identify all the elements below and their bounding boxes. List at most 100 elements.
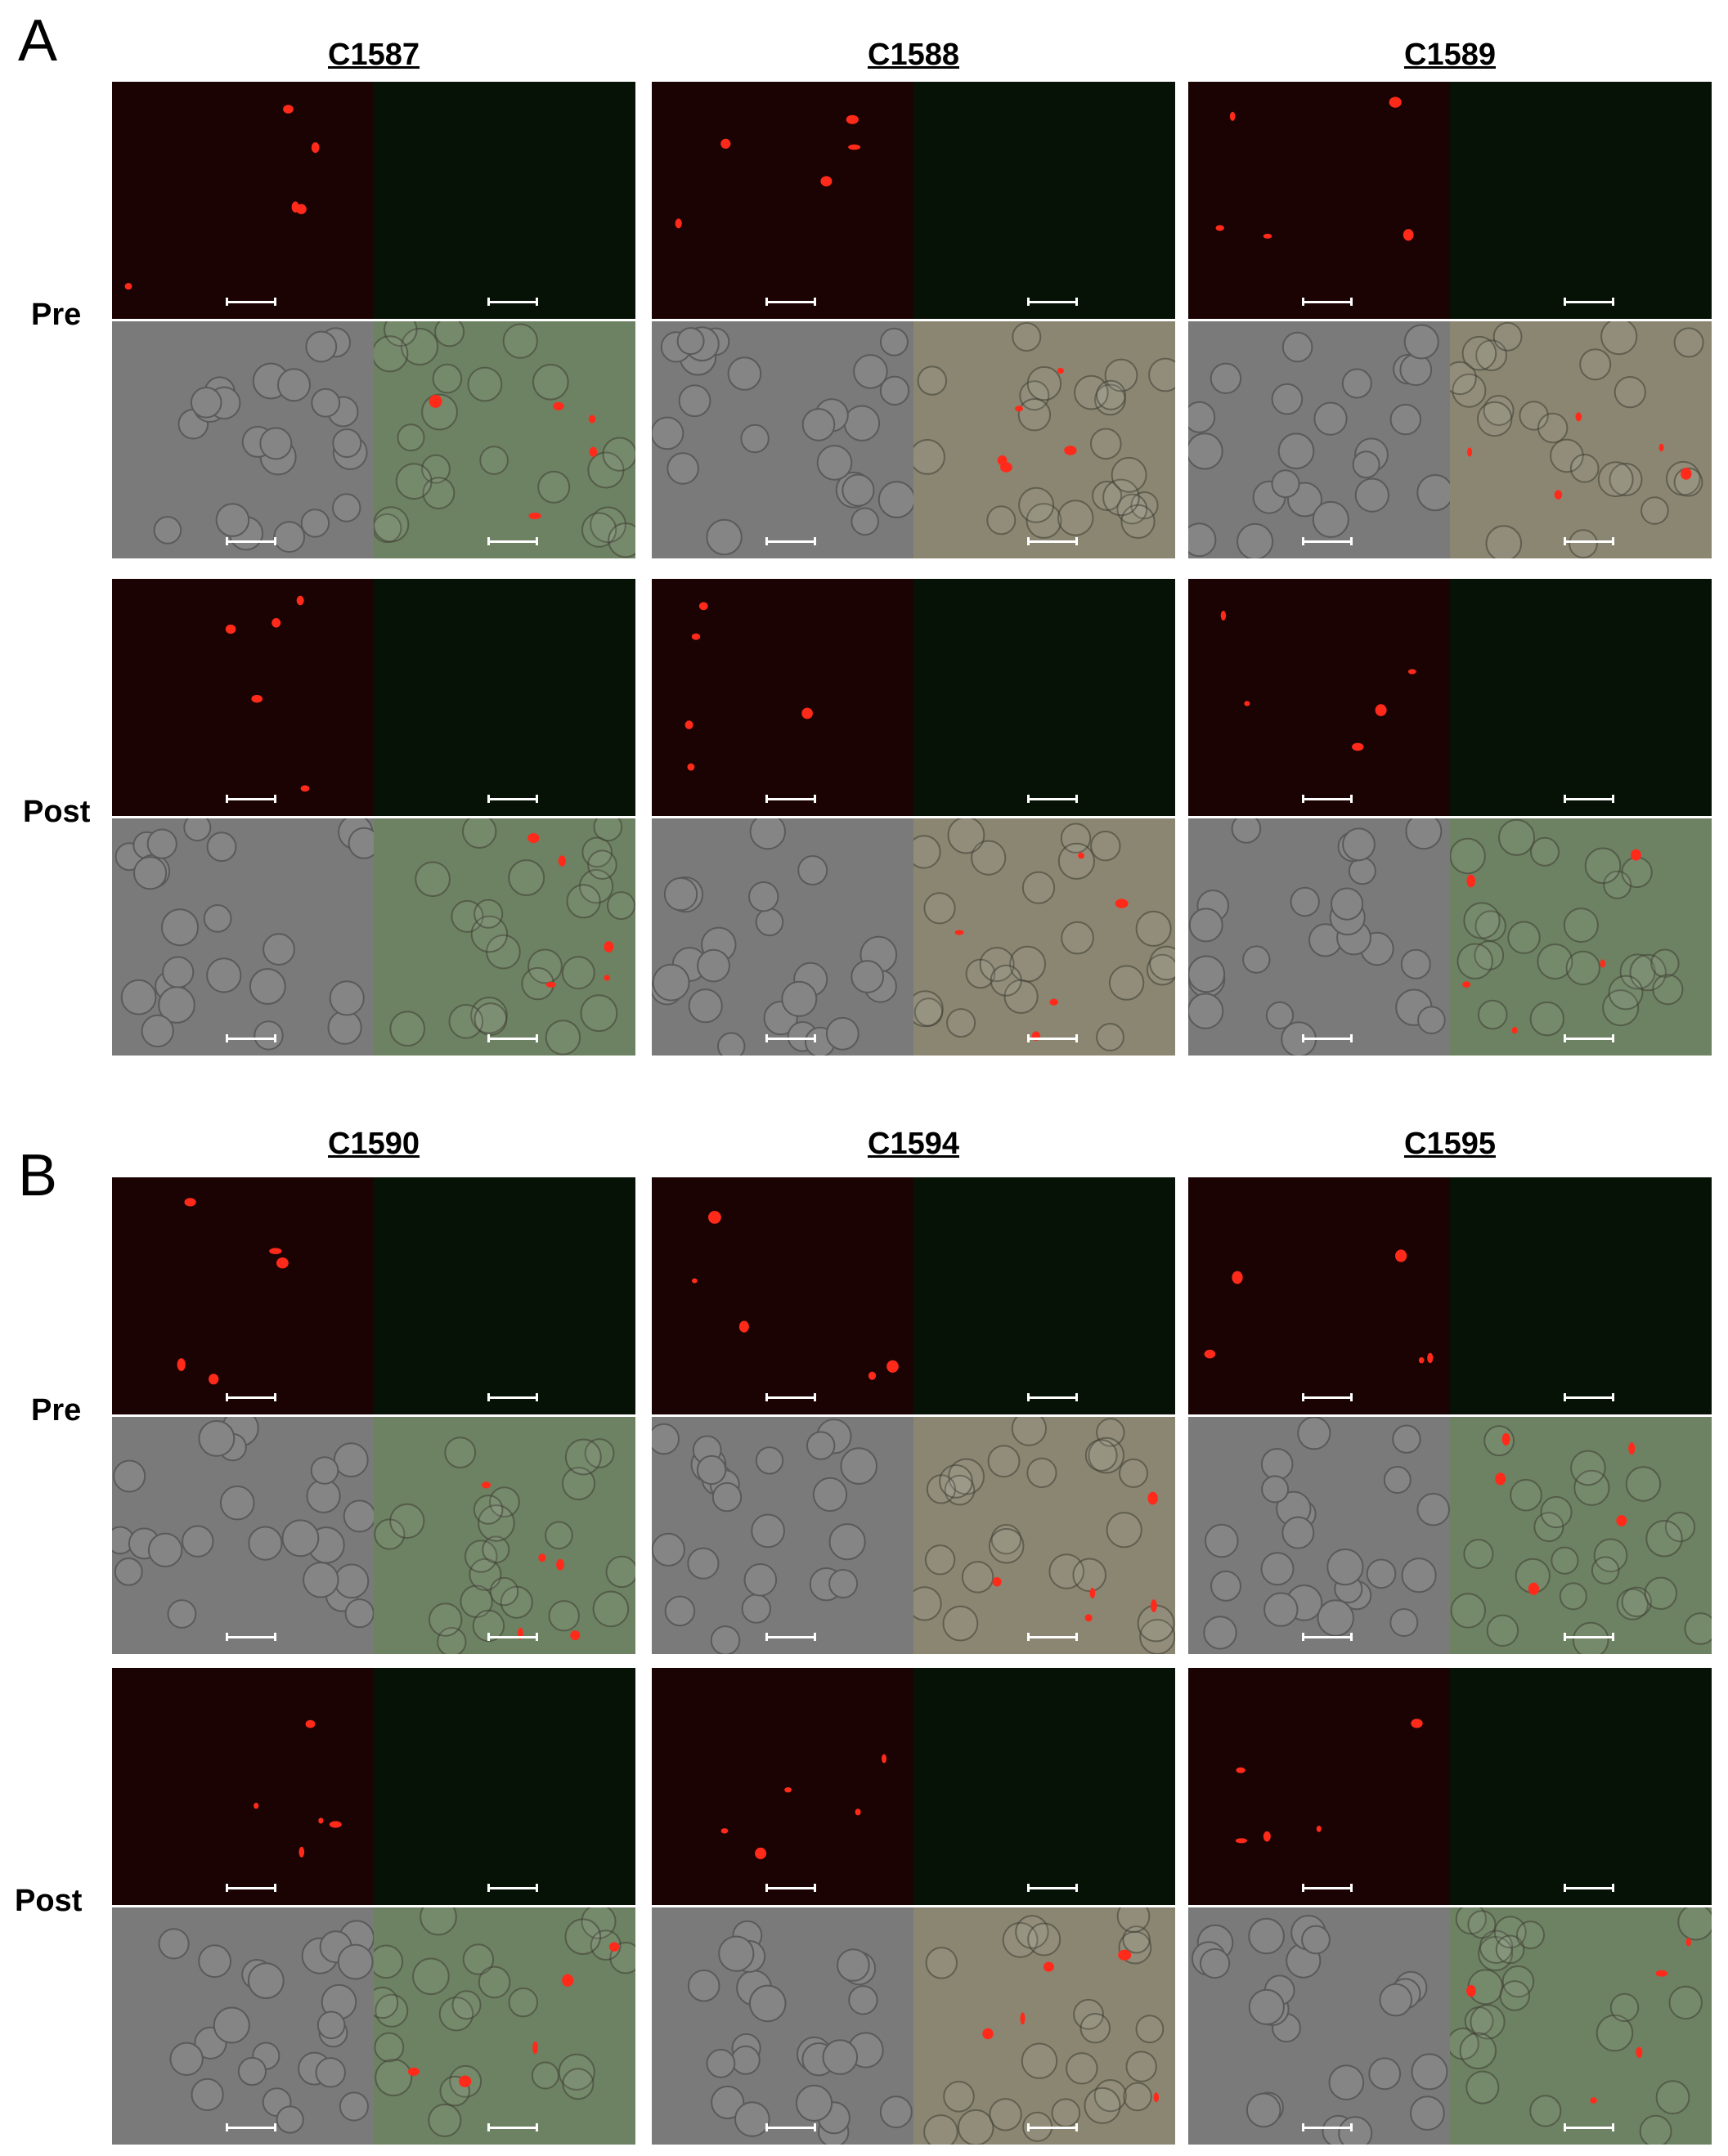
green-channel-image bbox=[1450, 82, 1712, 319]
scale-bar bbox=[1302, 1884, 1353, 1892]
row-label-pre: Pre bbox=[31, 298, 82, 332]
green-channel-image bbox=[374, 579, 635, 816]
scale-bar bbox=[487, 298, 538, 306]
row-label-pre: Pre bbox=[31, 1393, 82, 1428]
scale-bar bbox=[226, 537, 276, 545]
scale-bar bbox=[1564, 795, 1614, 803]
brightfield-image bbox=[652, 1907, 913, 2145]
red-channel-image bbox=[112, 1668, 374, 1905]
green-channel-image bbox=[913, 579, 1175, 816]
red-channel-image bbox=[652, 1668, 913, 1905]
scale-bar bbox=[765, 298, 816, 306]
red-channel-image bbox=[1188, 1177, 1450, 1414]
green-channel-image bbox=[374, 1177, 635, 1414]
scale-bar bbox=[487, 1034, 538, 1042]
merged-image bbox=[1450, 1417, 1712, 1654]
sample-title: C1590 bbox=[328, 1127, 420, 1161]
scale-bar bbox=[1027, 2123, 1078, 2131]
green-channel-image bbox=[374, 1668, 635, 1905]
red-channel-image bbox=[1188, 82, 1450, 319]
scale-bar bbox=[765, 537, 816, 545]
scale-bar bbox=[487, 1393, 538, 1401]
brightfield-image bbox=[112, 1907, 374, 2145]
scale-bar bbox=[1027, 1034, 1078, 1042]
brightfield-image bbox=[652, 818, 913, 1056]
sample-title: C1594 bbox=[868, 1127, 959, 1161]
scale-bar bbox=[1027, 537, 1078, 545]
scale-bar bbox=[226, 298, 276, 306]
row-label-post: Post bbox=[15, 1884, 83, 1918]
scale-bar bbox=[1302, 1034, 1353, 1042]
green-channel-image bbox=[374, 82, 635, 319]
red-channel-image bbox=[112, 82, 374, 319]
scale-bar bbox=[765, 1034, 816, 1042]
scale-bar bbox=[765, 795, 816, 803]
merged-image bbox=[913, 1907, 1175, 2145]
panel-letter: A bbox=[18, 8, 58, 74]
scale-bar bbox=[1564, 2123, 1614, 2131]
scale-bar bbox=[1564, 1393, 1614, 1401]
merged-image bbox=[374, 1907, 635, 2145]
scale-bar bbox=[226, 1034, 276, 1042]
panel-letter: B bbox=[18, 1143, 58, 1208]
sample-title: C1589 bbox=[1404, 38, 1496, 72]
scale-bar bbox=[1564, 1034, 1614, 1042]
brightfield-image bbox=[1188, 1907, 1450, 2145]
merged-image bbox=[913, 818, 1175, 1056]
merged-image bbox=[374, 1417, 635, 1654]
green-channel-image bbox=[1450, 1177, 1712, 1414]
scale-bar bbox=[1027, 1393, 1078, 1401]
red-channel-image bbox=[652, 579, 913, 816]
scale-bar bbox=[1302, 537, 1353, 545]
scale-bar bbox=[487, 537, 538, 545]
scale-bar bbox=[226, 1884, 276, 1892]
scale-bar bbox=[487, 795, 538, 803]
merged-image bbox=[1450, 321, 1712, 558]
brightfield-image bbox=[112, 321, 374, 558]
sample-title: C1587 bbox=[328, 38, 420, 72]
scale-bar bbox=[487, 2123, 538, 2131]
red-channel-image bbox=[112, 1177, 374, 1414]
merged-image bbox=[1450, 1907, 1712, 2145]
row-label-post: Post bbox=[23, 795, 91, 829]
green-channel-image bbox=[1450, 1668, 1712, 1905]
scale-bar bbox=[1564, 1884, 1614, 1892]
brightfield-image bbox=[1188, 321, 1450, 558]
brightfield-image bbox=[1188, 818, 1450, 1056]
red-channel-image bbox=[652, 1177, 913, 1414]
green-channel-image bbox=[913, 1668, 1175, 1905]
sample-title: C1595 bbox=[1404, 1127, 1496, 1161]
scale-bar bbox=[226, 1393, 276, 1401]
scale-bar bbox=[487, 1633, 538, 1641]
brightfield-image bbox=[112, 1417, 374, 1654]
scale-bar bbox=[765, 2123, 816, 2131]
merged-image bbox=[1450, 818, 1712, 1056]
scale-bar bbox=[1302, 2123, 1353, 2131]
scale-bar bbox=[1027, 1884, 1078, 1892]
scale-bar bbox=[226, 795, 276, 803]
scale-bar bbox=[1027, 1633, 1078, 1641]
brightfield-image bbox=[1188, 1417, 1450, 1654]
merged-image bbox=[913, 321, 1175, 558]
red-channel-image bbox=[1188, 579, 1450, 816]
brightfield-image bbox=[652, 1417, 913, 1654]
scale-bar bbox=[1302, 298, 1353, 306]
scale-bar bbox=[1027, 795, 1078, 803]
merged-image bbox=[913, 1417, 1175, 1654]
green-channel-image bbox=[1450, 579, 1712, 816]
merged-image bbox=[374, 321, 635, 558]
red-channel-image bbox=[1188, 1668, 1450, 1905]
scale-bar bbox=[1027, 298, 1078, 306]
scale-bar bbox=[487, 1884, 538, 1892]
scale-bar bbox=[226, 1633, 276, 1641]
green-channel-image bbox=[913, 1177, 1175, 1414]
scale-bar bbox=[226, 2123, 276, 2131]
brightfield-image bbox=[112, 818, 374, 1056]
scale-bar bbox=[1564, 537, 1614, 545]
sample-title: C1588 bbox=[868, 38, 959, 72]
scale-bar bbox=[1302, 795, 1353, 803]
red-channel-image bbox=[112, 579, 374, 816]
green-channel-image bbox=[913, 82, 1175, 319]
scale-bar bbox=[765, 1884, 816, 1892]
scale-bar bbox=[1564, 1633, 1614, 1641]
